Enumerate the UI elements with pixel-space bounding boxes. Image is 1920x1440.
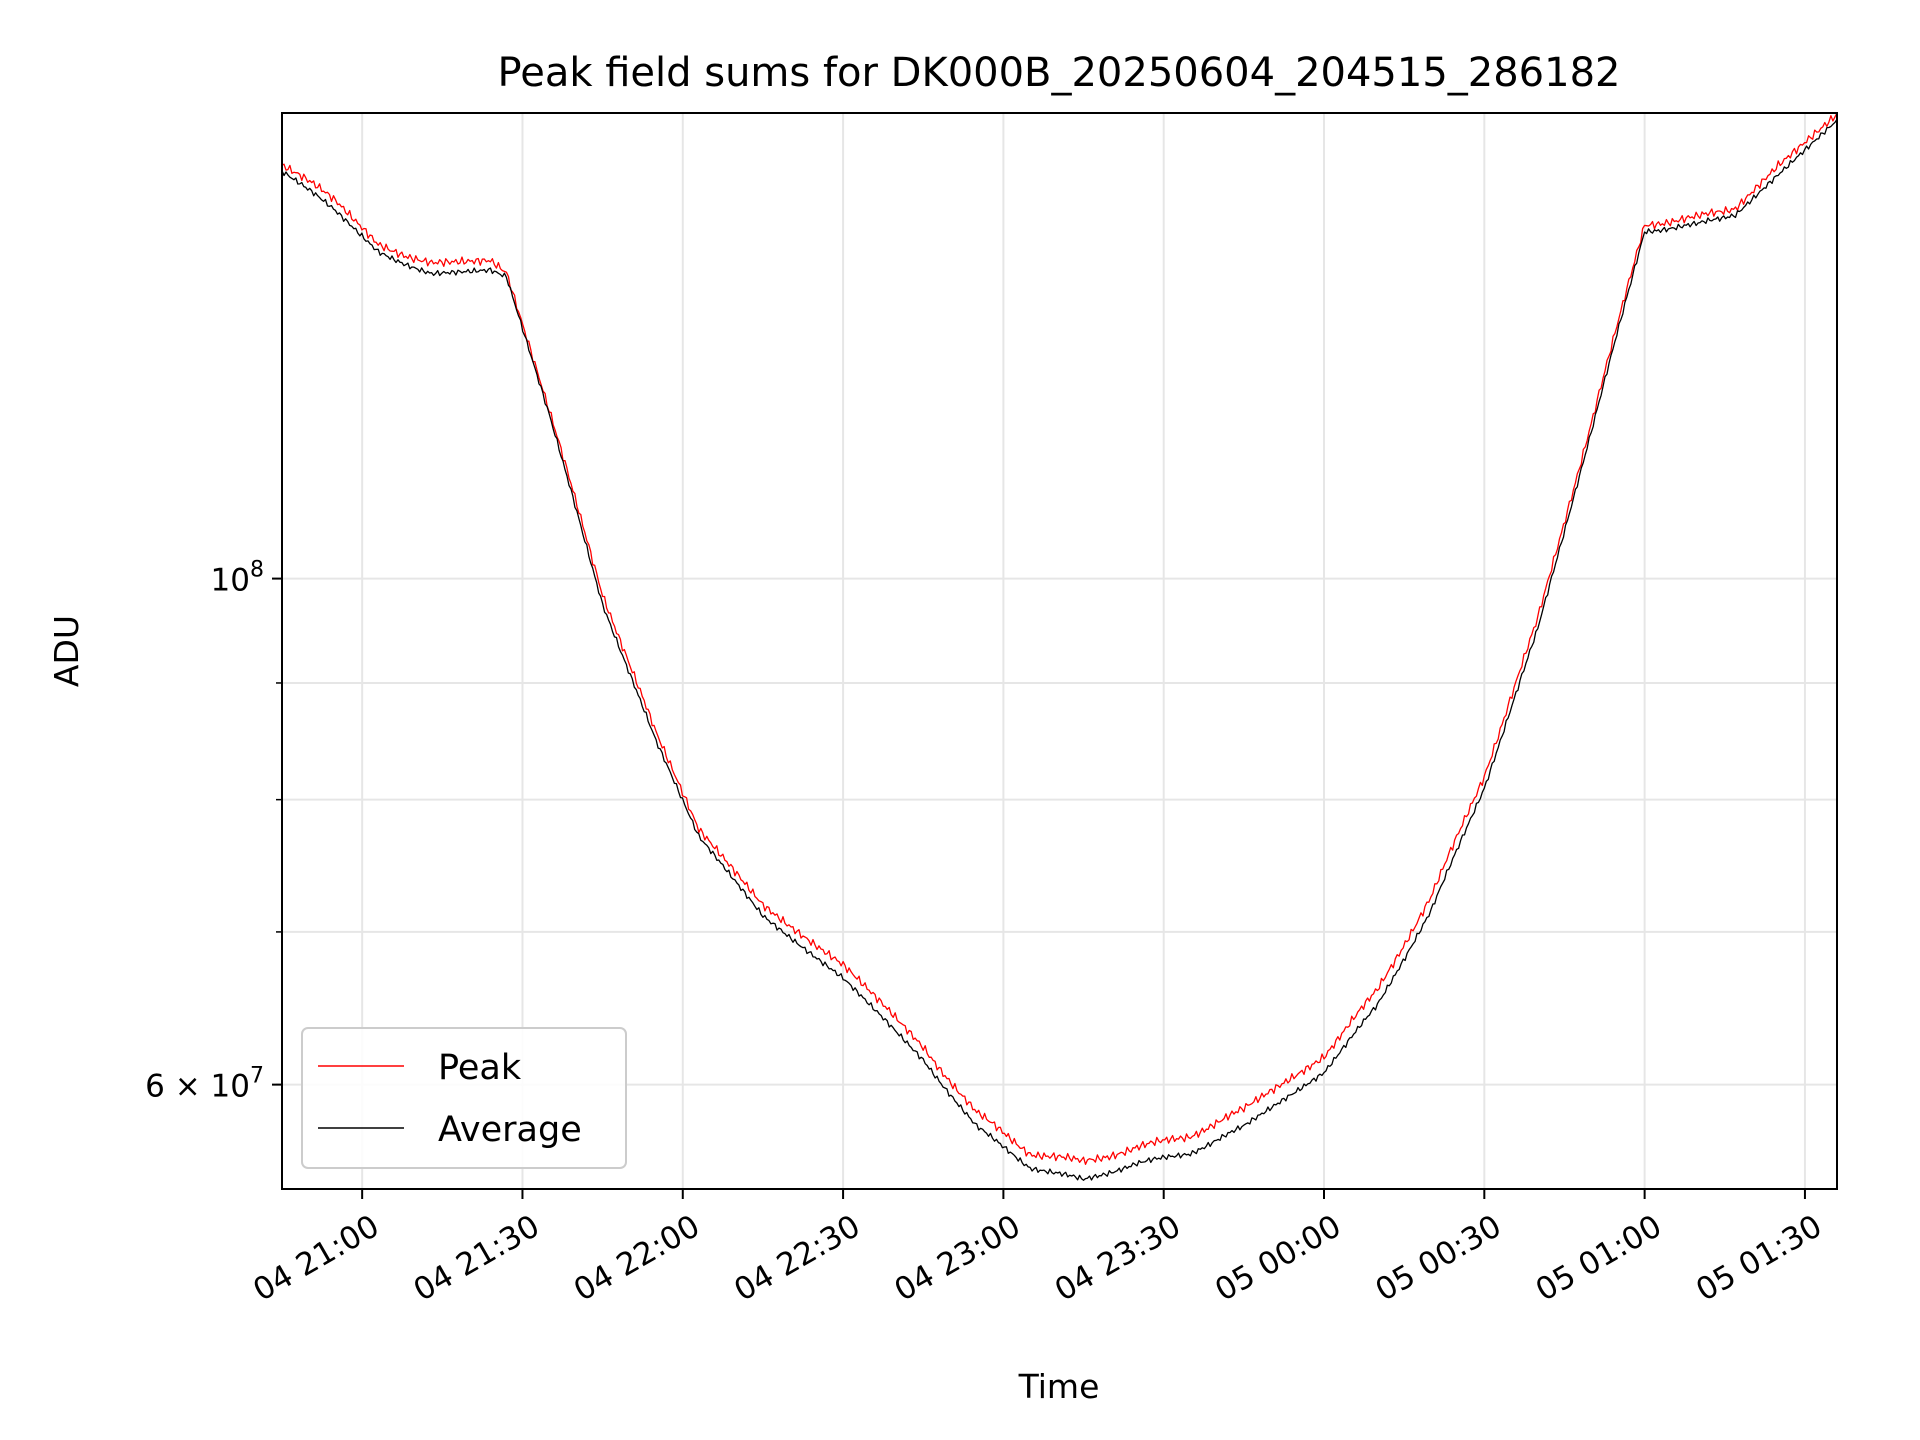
series-line-peak [281, 112, 1838, 1165]
chart-title: Peak field sums for DK000B_20250604_2045… [498, 50, 1621, 96]
legend-label-peak: Peak [438, 1048, 522, 1088]
y-axis-title: ADU [47, 615, 86, 687]
series-lines [281, 112, 1838, 1181]
y-axis-ticks: 108 6 × 107 [145, 558, 282, 1105]
plot-frame [281, 112, 1838, 1190]
grid [282, 113, 1837, 1189]
series-line-average [281, 118, 1838, 1181]
y-tick-label: 6 × 107 [145, 1064, 264, 1105]
legend: Peak Average [301, 1027, 627, 1169]
legend-label-average: Average [438, 1110, 582, 1150]
legend-box [301, 1027, 627, 1169]
y-tick-label: 108 [211, 558, 264, 599]
x-axis-title: Time [1018, 1367, 1100, 1406]
